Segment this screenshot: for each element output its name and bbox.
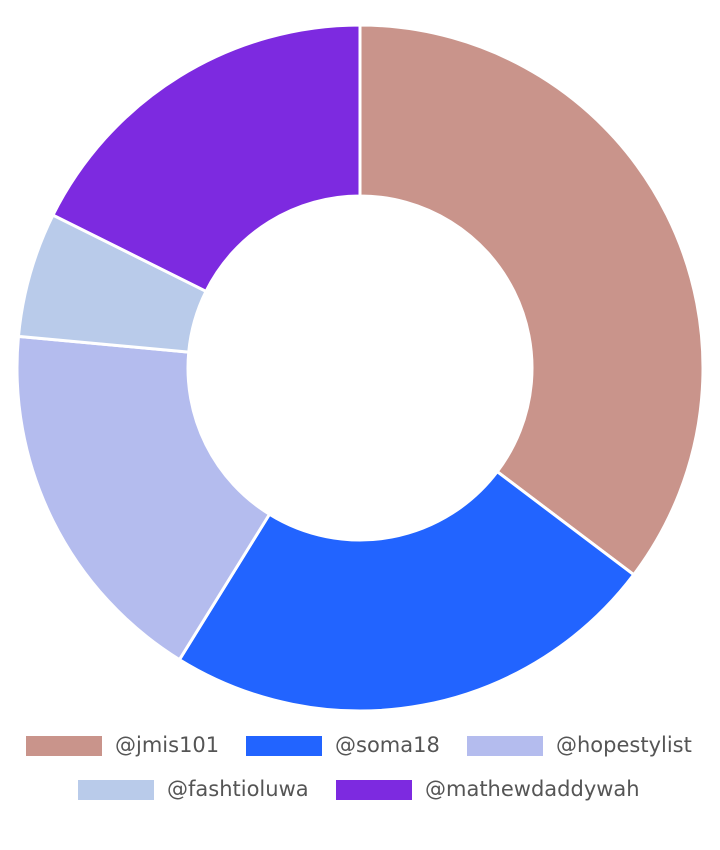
slice: [15, 334, 272, 662]
legend-swatch: [336, 780, 412, 800]
legend-label: @mathewdaddywah: [425, 777, 640, 801]
legend-swatch: [78, 780, 154, 800]
legend-label: @hopestylist: [556, 733, 692, 757]
slice: [358, 23, 705, 577]
slice: [177, 469, 636, 713]
legend-label: @jmis101: [115, 733, 219, 757]
legend-swatch: [246, 736, 322, 756]
legend-label: @soma18: [335, 733, 440, 757]
legend-label: @fashtioluwa: [167, 777, 309, 801]
legend-swatch: [467, 736, 543, 756]
legend-swatch: [26, 736, 102, 756]
slice: [50, 23, 362, 294]
